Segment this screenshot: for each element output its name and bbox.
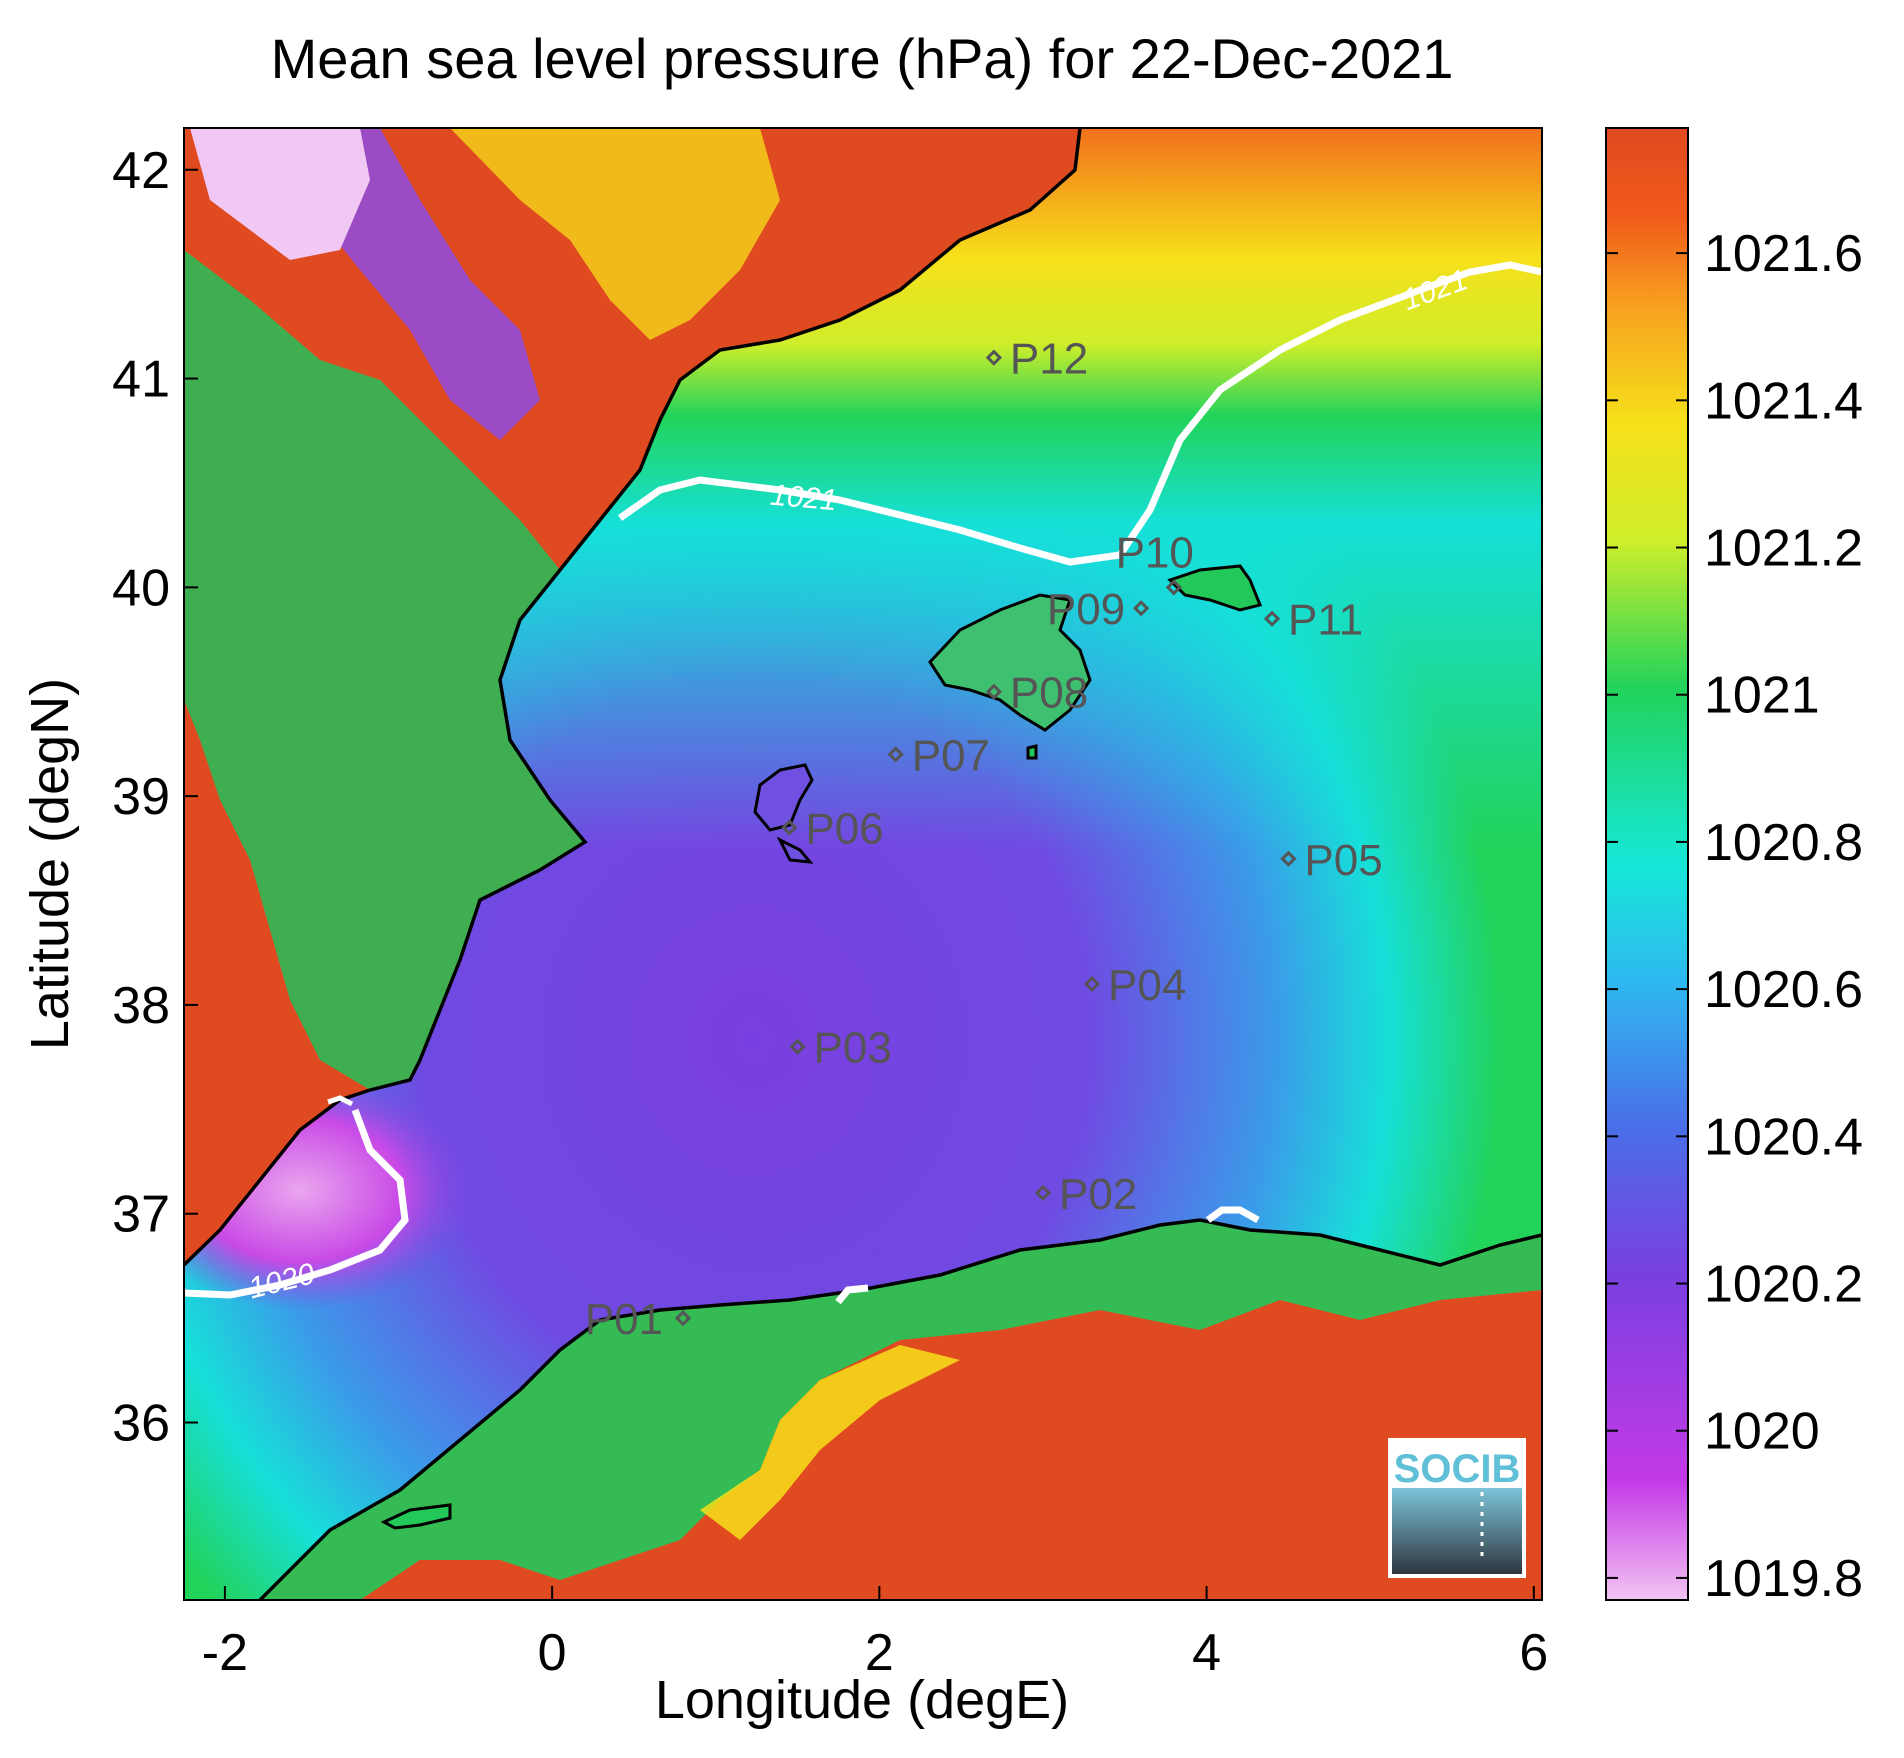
station-label: P07 — [912, 731, 990, 780]
station-label: P05 — [1304, 836, 1382, 885]
socib-logo-text: SOCIB — [1394, 1447, 1521, 1491]
station-marker — [1083, 975, 1101, 993]
y-tick-label: 36 — [112, 1395, 170, 1453]
chart-title: Mean sea level pressure (hPa) for 22-Dec… — [271, 27, 1454, 90]
station-marker — [1165, 579, 1182, 596]
x-tick-label: 2 — [865, 1624, 894, 1682]
y-axis: 36 37 38 39 40 41 42 — [112, 142, 198, 1453]
colorbar — [1605, 127, 1689, 1601]
africa-land-yellow — [700, 1345, 960, 1540]
station-label: P11 — [1288, 596, 1363, 645]
contour-1020 — [184, 1108, 409, 1299]
colorbar-tick-label: 1021.2 — [1704, 520, 1863, 578]
y-tick-label: 38 — [112, 977, 170, 1035]
x-axis: -2 0 2 4 6 — [202, 1586, 1548, 1682]
x-tick-label: 4 — [1192, 1624, 1221, 1682]
socib-logo: SOCIB — [1388, 1438, 1526, 1578]
menorca-island — [1167, 564, 1263, 612]
colorbar-tick-label: 1020.4 — [1704, 1108, 1863, 1166]
colorbar-tick-label: 1021 — [1704, 667, 1820, 725]
mallorca-island — [928, 593, 1092, 732]
colorbar-tick-label: 1020 — [1704, 1403, 1820, 1461]
station-marker — [985, 683, 1003, 700]
colorbar-tick-label: 1019.8 — [1704, 1550, 1863, 1608]
formentera-island — [776, 836, 814, 864]
x-axis-label: Longitude (degE) — [655, 1670, 1069, 1730]
station-marker — [781, 819, 798, 836]
colorbar-tick-label: 1021.6 — [1704, 225, 1863, 283]
station-label: P03 — [814, 1024, 892, 1073]
x-tick-label: 6 — [1519, 1624, 1548, 1682]
alboran-island — [380, 1503, 452, 1530]
iberia-coastline — [184, 128, 1082, 1267]
iberia-land-yellow — [450, 128, 780, 340]
colorbar-tick-label: 1021.4 — [1704, 372, 1863, 430]
station-marker — [985, 349, 1003, 366]
y-tick-label: 41 — [112, 351, 170, 409]
station-label: P08 — [1010, 669, 1088, 718]
africa-coastline — [258, 1218, 1542, 1600]
ibiza-island — [753, 763, 814, 832]
x-tick-label: 0 — [538, 1624, 567, 1682]
station-label: P02 — [1059, 1170, 1137, 1219]
x-tick-label: -2 — [202, 1624, 248, 1682]
contour-1020-fragment-c — [327, 1095, 354, 1107]
station-label: P09 — [1047, 585, 1125, 634]
station-label: P04 — [1108, 961, 1186, 1010]
colorbar-tick-label: 1020.2 — [1704, 1256, 1863, 1314]
station-marker — [1280, 850, 1297, 867]
colorbar-tick-label: 1020.8 — [1704, 814, 1863, 872]
africa-land-green — [260, 1220, 1542, 1600]
station-marker — [1263, 610, 1281, 627]
y-axis-label: Latitude (degN) — [20, 678, 80, 1050]
map-frame — [183, 127, 1543, 1601]
station-marker — [1133, 600, 1150, 617]
stations-layer: P01 P02 P03 P04 P05 P06 P07 P08 P09 P10 P11 P12 — [585, 335, 1383, 1344]
contour-1021-upper — [617, 261, 1542, 566]
contour-1020-fragment-a — [835, 1284, 869, 1305]
station-label: P12 — [1010, 335, 1088, 384]
station-marker — [674, 1310, 692, 1327]
station-label: P01 — [585, 1295, 663, 1344]
station-label: P10 — [1116, 528, 1194, 577]
cabrera-island — [1026, 744, 1038, 760]
station-marker — [1034, 1184, 1052, 1201]
y-tick-label: 42 — [112, 142, 170, 200]
y-tick-label: 39 — [112, 768, 170, 826]
map-panel: 1021 1021 1020 P01P02P03P04P05P06P07P08P… — [184, 128, 1542, 1600]
station-label: P06 — [805, 804, 883, 853]
y-tick-label: 37 — [112, 1186, 170, 1244]
iberia-land-pink — [190, 128, 370, 260]
iberia-land-green — [184, 250, 585, 1090]
colorbar-tick-label: 1020.6 — [1704, 961, 1863, 1019]
contour-1020-fragment-b — [1205, 1206, 1260, 1224]
contour-label-1021-lower: 1021 — [769, 479, 838, 518]
colorbar-ticks: 1019.8 1020 1020.2 1020.4 1020.6 1020.8 1021 10… — [1606, 225, 1863, 1608]
station-marker — [887, 746, 904, 763]
station-marker — [789, 1038, 806, 1055]
y-tick-label: 40 — [112, 559, 170, 617]
